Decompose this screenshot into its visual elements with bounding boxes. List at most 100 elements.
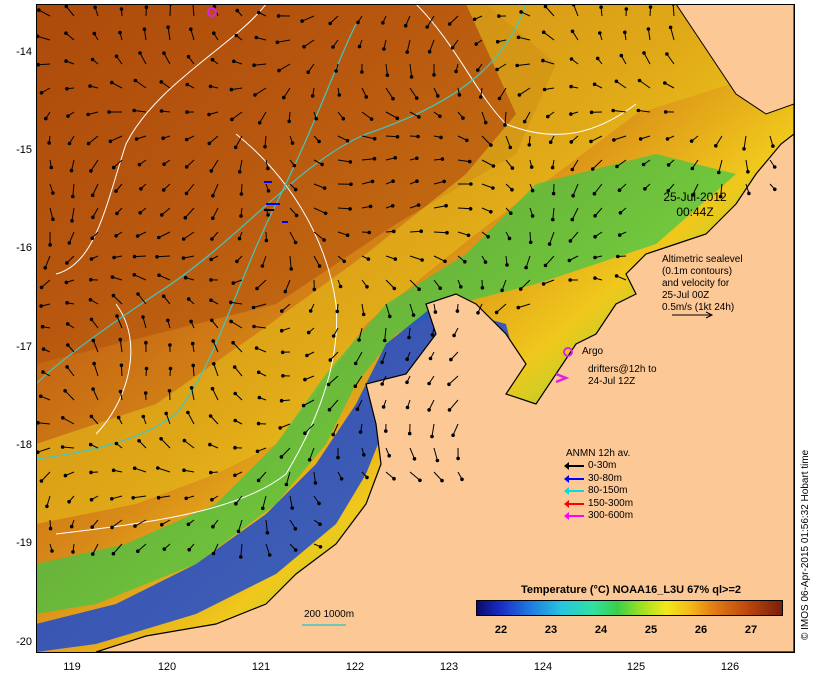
velocity-arrow-head	[293, 527, 298, 531]
velocity-arrow-head	[328, 358, 333, 362]
velocity-arrow	[409, 255, 423, 261]
velocity-arrow-head	[181, 256, 186, 260]
velocity-arrow	[409, 230, 422, 233]
velocity-arrow-head	[478, 95, 483, 99]
velocity-arrow-head	[38, 394, 43, 399]
velocity-arrow-head	[108, 139, 113, 144]
velocity-arrow-head	[186, 297, 191, 301]
velocity-arrow-head	[132, 254, 137, 259]
velocity-arrow	[253, 326, 267, 329]
velocity-arrow-head	[166, 25, 170, 30]
velocity-arrow	[385, 63, 388, 76]
argo-label: Argo	[582, 346, 604, 357]
velocity-arrow	[545, 6, 555, 17]
velocity-arrow-head	[407, 431, 412, 436]
velocity-arrow-head	[186, 54, 191, 59]
velocity-arrow	[385, 111, 398, 119]
velocity-arrow-head	[381, 21, 385, 25]
velocity-arrow	[239, 159, 243, 172]
velocity-arrow-head	[611, 108, 616, 113]
velocity-arrow-head	[210, 318, 214, 323]
velocity-arrow-head	[189, 27, 193, 32]
velocity-arrow-head	[263, 144, 267, 149]
velocity-arrow	[213, 363, 219, 377]
velocity-arrow	[134, 519, 147, 527]
colorbar-tick-label: 24	[594, 624, 608, 636]
velocity-arrow-head	[229, 319, 233, 324]
velocity-arrow-head	[208, 442, 212, 447]
velocity-arrow-head	[44, 116, 48, 121]
anmn-legend-label: 150-300m	[588, 497, 634, 509]
velocity-arrow-head	[112, 255, 116, 260]
velocity-arrow-head	[569, 140, 574, 144]
velocity-arrow-head	[164, 411, 168, 416]
velocity-arrow-head	[88, 442, 93, 447]
velocity-arrow-head	[183, 275, 188, 280]
anmn-legend-row: 80-150m	[564, 485, 633, 498]
velocity-arrow-head	[65, 322, 70, 326]
velocity-arrow-head	[209, 298, 213, 303]
velocity-arrow-head	[65, 87, 69, 91]
velocity-arrow	[212, 183, 219, 196]
velocity-arrow-head	[135, 234, 140, 238]
velocity-arrow-head	[320, 162, 324, 167]
velocity-arrow-head	[412, 457, 417, 461]
velocity-arrow-head	[541, 58, 545, 63]
colorbar-tick-label: 25	[644, 624, 658, 636]
velocity-arrow-head	[266, 213, 270, 217]
velocity-arrow-head	[186, 522, 191, 527]
velocity-arrow-head	[550, 165, 555, 170]
velocity-arrow-head	[372, 156, 377, 161]
drifters-label: drifters@12h to 24-Jul 12Z	[588, 364, 657, 388]
velocity-arrow-head	[233, 391, 237, 396]
isobath-label: 200 1000m	[304, 609, 355, 620]
velocity-arrow-head	[306, 330, 311, 335]
velocity-arrow-head	[551, 217, 555, 222]
velocity-arrow	[92, 340, 99, 353]
velocity-arrow-head	[393, 257, 398, 261]
velocity-arrow-head	[571, 193, 575, 198]
velocity-arrow	[253, 303, 267, 308]
velocity-arrow-head	[595, 56, 600, 61]
velocity-arrow-head	[89, 414, 94, 419]
lat-tick-label: -16	[16, 242, 32, 254]
velocity-arrow-head	[50, 549, 54, 553]
velocity-arrow-head	[648, 5, 653, 9]
velocity-arrow	[113, 543, 123, 555]
lat-tick-label: -14	[16, 46, 32, 58]
velocity-arrow-head	[569, 84, 573, 89]
velocity-arrow-head	[392, 286, 397, 291]
velocity-arrow-head	[317, 264, 322, 268]
velocity-arrow	[409, 471, 421, 481]
velocity-arrow-head	[189, 319, 193, 324]
velocity-arrow-head	[468, 207, 473, 211]
velocity-arrow-head	[476, 68, 480, 72]
velocity-arrow-head	[342, 259, 347, 264]
velocity-arrow-head	[362, 453, 366, 457]
velocity-arrow-head	[616, 254, 620, 259]
velocity-arrow	[361, 180, 373, 185]
velocity-arrow	[666, 53, 675, 65]
lon-tick-label: 122	[345, 661, 365, 673]
velocity-arrow-head	[524, 265, 528, 270]
velocity-arrow-head	[303, 377, 307, 382]
velocity-arrow-head	[455, 309, 460, 313]
velocity-arrow-head	[189, 386, 194, 390]
velocity-arrow-head	[92, 31, 97, 36]
velocity-arrow-head	[494, 310, 499, 315]
velocity-arrow-head	[88, 84, 92, 88]
anmn-title: ANMN 12h av.	[566, 448, 631, 459]
colorbar-tick-label: 23	[544, 624, 558, 636]
velocity-arrow-head	[387, 453, 392, 458]
velocity-arrow-head	[366, 257, 371, 261]
velocity-arrow-head	[334, 69, 338, 73]
velocity-arrow	[524, 111, 531, 122]
velocity-arrow-head	[507, 236, 512, 241]
velocity-arrow	[254, 63, 267, 66]
velocity-arrow	[110, 135, 123, 142]
velocity-arrow-head	[132, 466, 137, 471]
velocity-arrow-head	[41, 370, 45, 374]
velocity-arrow	[433, 255, 446, 262]
velocity-arrow	[134, 274, 147, 281]
velocity-arrow-head	[495, 39, 500, 44]
